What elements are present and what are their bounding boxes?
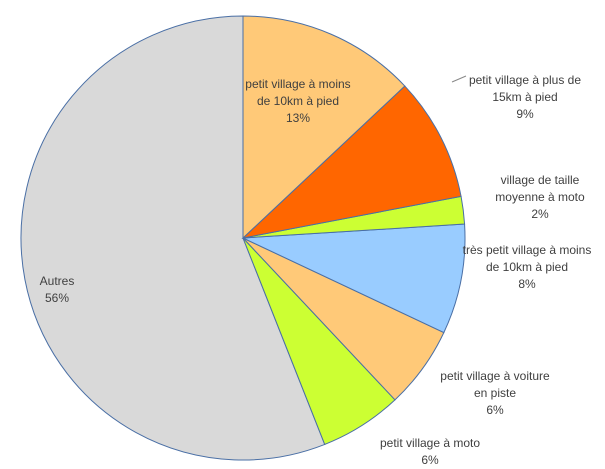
category-label: très petit village à moins de 10km à pie… xyxy=(462,243,592,274)
value-label: 6% xyxy=(421,453,439,467)
value-label: 13% xyxy=(285,111,311,125)
category-label: petit village à voiture en piste xyxy=(440,369,550,400)
category-label: petit village à moins de 10km à pied xyxy=(245,77,351,108)
slice-label: petit village à voiture en piste 6% xyxy=(435,368,555,419)
pie-slice xyxy=(242,15,406,240)
category-label: Autres xyxy=(39,274,75,288)
slice-label: petit village à moto 6% xyxy=(355,435,505,469)
slice-label: petit village à plus de 15km à pied 9% xyxy=(455,72,595,123)
category-label: petit village à plus de 15km à pied xyxy=(468,73,582,104)
pie-slice xyxy=(20,15,326,461)
pie-slice xyxy=(242,223,466,334)
category-label: petit village à moto xyxy=(379,436,481,450)
leader-line xyxy=(451,75,467,83)
value-label: 6% xyxy=(486,403,504,417)
category-label: village de taille moyenne à moto xyxy=(495,173,585,204)
slice-label: petit village à moins de 10km à pied 13% xyxy=(243,76,353,127)
pie-slice xyxy=(241,85,462,239)
value-label: 56% xyxy=(44,291,70,305)
value-label: 9% xyxy=(516,107,534,121)
slice-label: village de taille moyenne à moto 2% xyxy=(480,172,600,223)
value-label: 8% xyxy=(518,277,536,291)
slice-label: Autres 56% xyxy=(22,273,92,307)
slice-label: très petit village à moins de 10km à pie… xyxy=(462,242,592,293)
value-label: 2% xyxy=(531,207,549,221)
